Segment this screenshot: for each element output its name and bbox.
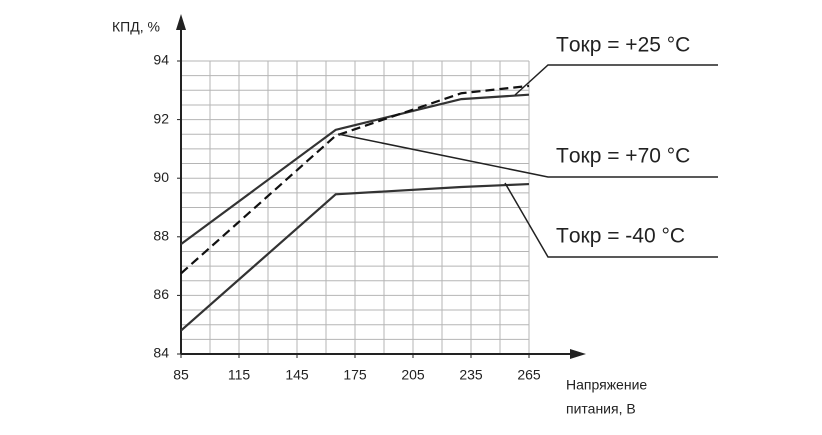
- x-tick-label: 235: [459, 367, 483, 383]
- y-tick-label: 86: [153, 286, 169, 302]
- y-axis-title: КПД, %: [112, 19, 160, 35]
- x-tick-label: 175: [343, 367, 367, 383]
- x-arrow: [570, 349, 586, 359]
- x-axis-title: питания, В: [566, 401, 636, 417]
- x-tick-label: 115: [228, 367, 251, 383]
- y-tick-label: 90: [153, 169, 169, 185]
- leader-line: [337, 133, 718, 178]
- x-tick-label: 145: [285, 367, 309, 383]
- legend-label: Tокр = +25 °C: [556, 34, 690, 57]
- leader-line: [514, 64, 718, 96]
- x-axis-title: Напряжение: [566, 377, 647, 393]
- x-tick-label: 265: [517, 367, 541, 383]
- y-tick-label: 84: [153, 345, 169, 361]
- legend-label: Tокр = -40 °C: [556, 225, 685, 248]
- x-tick-label: 205: [401, 367, 425, 383]
- x-tick-label: 85: [173, 367, 189, 383]
- y-tick-label: 88: [153, 228, 169, 244]
- line: [180, 84, 530, 275]
- y-arrow: [176, 14, 186, 30]
- leader-line: [504, 182, 718, 258]
- y-tick-label: 94: [153, 52, 169, 68]
- y-tick-label: 92: [153, 110, 169, 126]
- legend-label: Tокр = +70 °C: [556, 145, 690, 168]
- line: [180, 182, 530, 332]
